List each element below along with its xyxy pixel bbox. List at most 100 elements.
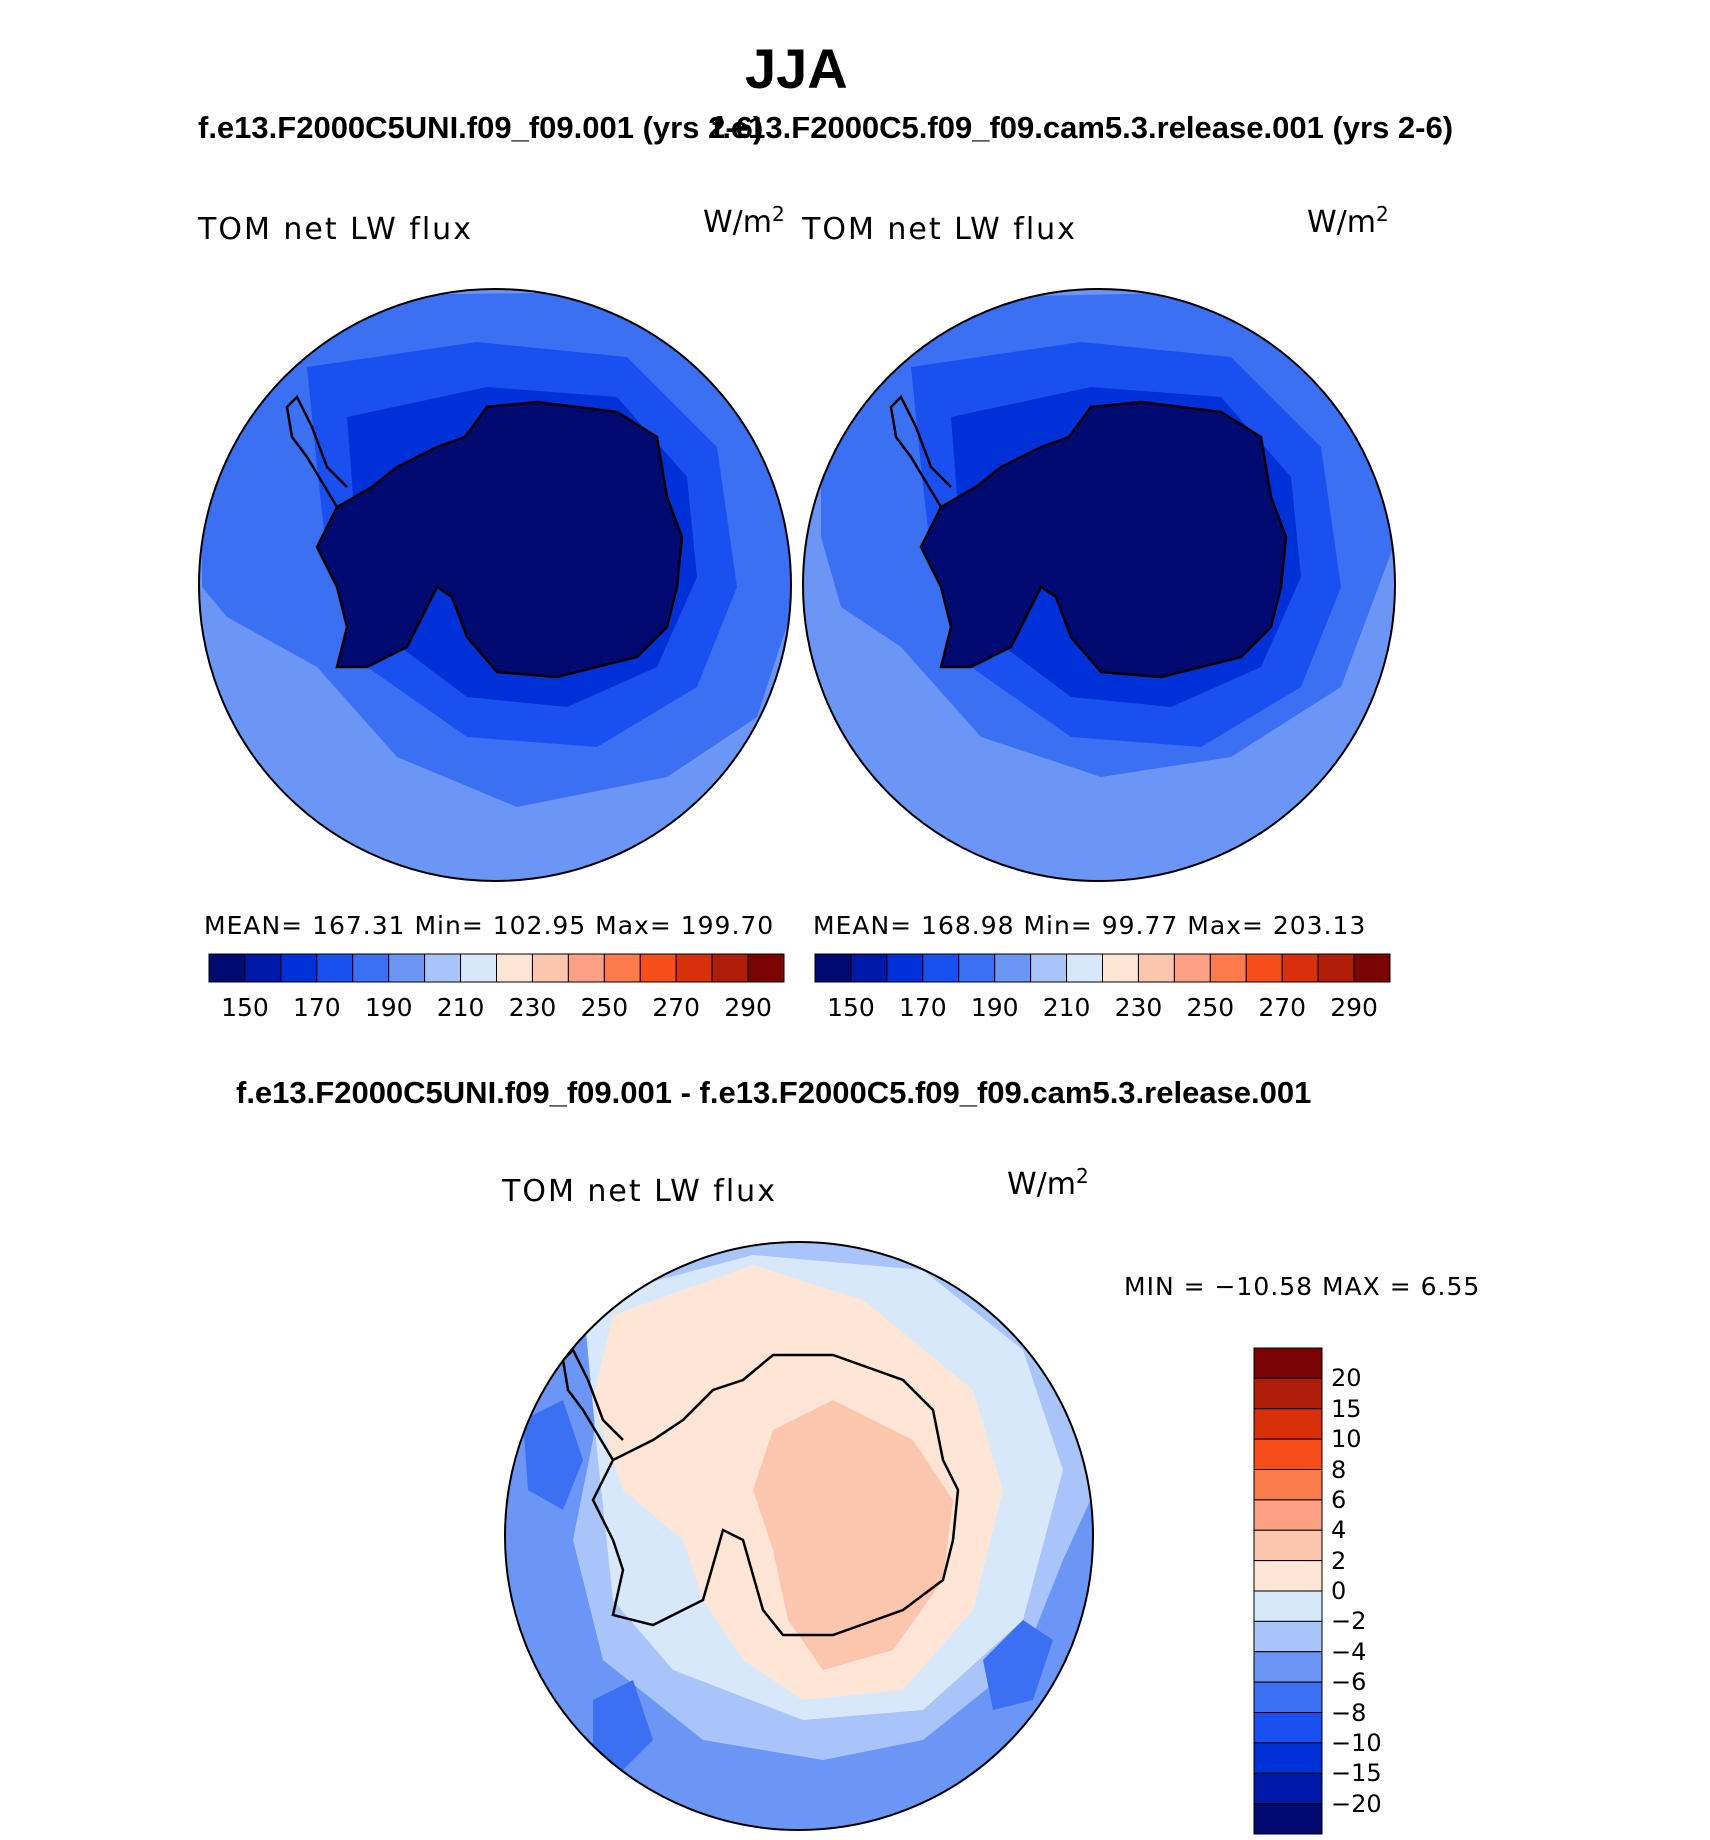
case-a-title: f.e13.F2000C5UNI.f09_f09.001 (yrs 2-6) <box>198 110 764 145</box>
colorbar-tick-label: 170 <box>898 993 947 1022</box>
colorbar-swatch <box>352 953 390 983</box>
map-panel-a <box>198 288 792 882</box>
colorbar-swatch <box>1253 1742 1323 1774</box>
colorbar-tick-label: 15 <box>1331 1394 1362 1423</box>
colorbar-swatch <box>994 953 1032 983</box>
antarctica-diff <box>591 1353 960 1637</box>
colorbar-tick-label: 150 <box>827 993 875 1022</box>
colorbar-tick-label: −2 <box>1331 1607 1367 1636</box>
colorbar-swatch <box>747 953 785 983</box>
colorbar-tick-label: −4 <box>1331 1637 1367 1666</box>
colorbar-tick-label: 290 <box>1330 993 1378 1022</box>
colorbar-tick-label: 150 <box>221 993 269 1022</box>
panel-b-stats: MEAN= 168.98 Min= 99.77 Max= 203.13 <box>813 911 1367 940</box>
case-b-title: f.e13.F2000C5.f09_f09.cam5.3.release.001… <box>712 110 1454 145</box>
colorbar-tick-label: 210 <box>436 993 485 1022</box>
colorbar-tick-label: 290 <box>724 993 772 1022</box>
colorbar-swatch <box>1245 953 1283 983</box>
colorbar-tick-label: 210 <box>1042 993 1091 1022</box>
panel-b-units: W/m2 <box>1307 202 1389 240</box>
figure-title: JJA <box>745 37 848 100</box>
panel-c-variable: TOM net LW flux <box>502 1174 777 1209</box>
colorbar-tick-label: 10 <box>1331 1425 1362 1454</box>
colorbar-a <box>208 953 785 983</box>
colorbar-swatch <box>1173 953 1211 983</box>
colorbar-swatch <box>1209 953 1247 983</box>
colorbar-swatch <box>711 953 749 983</box>
colorbar-swatch <box>1317 953 1355 983</box>
colorbar-swatch <box>814 953 852 983</box>
colorbar-swatch <box>1253 1651 1323 1683</box>
panel-c-units: W/m2 <box>1007 1164 1089 1202</box>
colorbar-swatch <box>1253 1529 1323 1562</box>
colorbar-tick-label: −15 <box>1331 1759 1382 1788</box>
colorbar-swatch <box>1253 1408 1323 1440</box>
colorbar-swatch <box>316 953 354 983</box>
colorbar-swatch <box>208 953 246 983</box>
colorbar-tick-label: 270 <box>1258 993 1307 1022</box>
panel-a-stats: MEAN= 167.31 Min= 102.95 Max= 199.70 <box>204 911 775 940</box>
colorbar-swatch <box>603 953 641 983</box>
panel-b-variable: TOM net LW flux <box>802 212 1077 247</box>
colorbar-swatch <box>1253 1469 1323 1501</box>
colorbar-swatch <box>460 953 497 983</box>
colorbar-swatch <box>280 953 318 983</box>
map-panel-diff <box>504 1241 1094 1831</box>
colorbar-swatch <box>1253 1681 1323 1713</box>
colorbar-tick-label: 250 <box>1186 993 1235 1022</box>
colorbar-tick-label: 230 <box>1114 993 1163 1022</box>
diff-zone-neg6-c <box>983 1620 1053 1710</box>
colorbar-swatch <box>496 953 533 983</box>
colorbar-swatch <box>244 953 282 983</box>
colorbar-tick-label: 2 <box>1331 1546 1347 1575</box>
colorbar-swatch <box>958 953 996 983</box>
colorbar-tick-label: 170 <box>292 993 341 1022</box>
colorbar-swatch <box>1253 1347 1323 1379</box>
colorbar-tick-label: 270 <box>652 993 701 1022</box>
colorbar-swatch <box>1253 1377 1323 1410</box>
colorbar-tick-label: −6 <box>1331 1668 1367 1697</box>
colorbar-swatch <box>1253 1590 1323 1622</box>
colorbar-swatch <box>886 953 924 983</box>
diff-zone-neg6-a <box>523 1400 583 1510</box>
colorbar-swatch <box>567 953 605 983</box>
colorbar-swatch <box>531 953 569 983</box>
colorbar-swatch <box>1253 1620 1323 1653</box>
colorbar-tick-label: 4 <box>1331 1516 1347 1545</box>
colorbar-tick-label: 230 <box>508 993 557 1022</box>
colorbar-swatch <box>1253 1712 1323 1744</box>
colorbar-swatch <box>1253 1772 1323 1805</box>
colorbar-tick-label: −20 <box>1331 1789 1382 1818</box>
colorbar-swatch <box>1066 953 1103 983</box>
colorbar-tick-label: 0 <box>1331 1577 1347 1605</box>
diff-zone-neg6-b <box>593 1680 653 1770</box>
colorbar-swatch <box>922 953 960 983</box>
diff-zone-pos2 <box>753 1400 953 1670</box>
colorbar-tick-label: 6 <box>1331 1485 1347 1514</box>
colorbar-swatch <box>424 953 462 983</box>
colorbar-swatch <box>1281 953 1319 983</box>
colorbar-tick-label: 8 <box>1331 1455 1347 1484</box>
colorbar-diff <box>1253 1347 1323 1835</box>
diff-title: f.e13.F2000C5UNI.f09_f09.001 - f.e13.F20… <box>236 1075 1312 1110</box>
colorbar-swatch <box>1253 1803 1323 1835</box>
colorbar-swatch <box>850 953 888 983</box>
colorbar-tick-label: 20 <box>1331 1364 1362 1393</box>
peninsula-a <box>285 394 348 508</box>
map-panel-b <box>802 288 1396 882</box>
colorbar-tick-label: −10 <box>1331 1728 1382 1757</box>
diff-zone-neg4 <box>505 1320 1093 1830</box>
colorbar-swatch <box>1102 953 1139 983</box>
antarctica-b <box>919 400 1288 679</box>
panel-c-minmax: MIN = −10.58 MAX = 6.55 <box>1124 1272 1481 1301</box>
colorbar-swatch <box>1030 953 1068 983</box>
colorbar-tick-label: −8 <box>1331 1698 1367 1727</box>
colorbar-b <box>814 953 1391 983</box>
colorbar-tick-label: 250 <box>580 993 629 1022</box>
colorbar-swatch <box>1137 953 1175 983</box>
colorbar-swatch <box>1253 1499 1323 1531</box>
colorbar-swatch <box>675 953 713 983</box>
colorbar-swatch <box>1253 1560 1323 1592</box>
peninsula-b <box>889 394 952 508</box>
colorbar-swatch <box>639 953 677 983</box>
